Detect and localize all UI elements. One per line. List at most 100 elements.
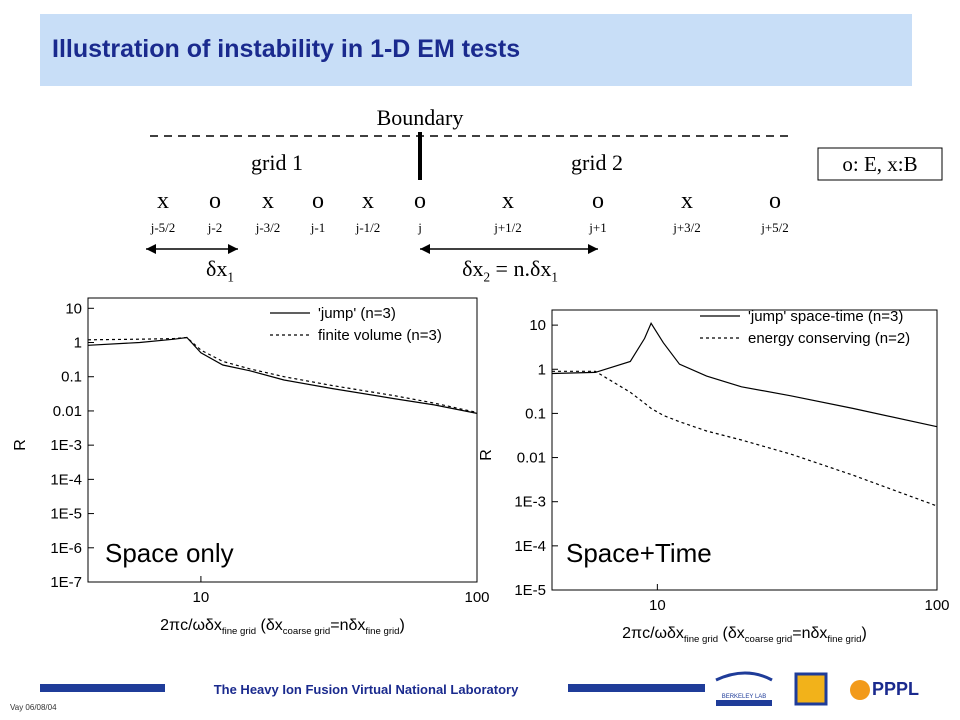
y-tick-label: 1: [538, 361, 546, 378]
text-part: 2πc/ωδx: [622, 625, 684, 642]
grid-symbol: x: [502, 188, 514, 214]
y-tick-label: 10: [529, 317, 546, 334]
y-tick-label: 1E-3: [514, 494, 546, 511]
series-line: [551, 322, 938, 428]
grid-label: grid 1: [251, 150, 303, 175]
y-tick-label: 0.01: [517, 450, 546, 467]
series-line: [552, 370, 938, 507]
legend-text: o: E, x:B: [842, 152, 917, 176]
text-part: δx: [206, 256, 227, 281]
grid-label: grid 2: [571, 150, 623, 175]
grid-index: j-1: [310, 220, 325, 235]
logo-base: [716, 700, 772, 706]
subscript: coarse grid: [745, 634, 792, 645]
text-part: = n.δx: [490, 256, 551, 281]
text-part: =nδx: [330, 617, 365, 634]
plot-frame: [551, 309, 938, 591]
grid-symbol: o: [592, 188, 604, 214]
text-part: =nδx: [792, 625, 827, 642]
grid-symbol: o: [414, 188, 426, 214]
chart: 10 1 0.1 0.01 1E-3 1E-4 1E-5 1E-6 1E-7 10 100 R 2πc/…: [12, 297, 490, 637]
grid-index: j+1/2: [493, 220, 522, 235]
logo-square: [794, 672, 828, 706]
x-axis-label: 2πc/ωδxfine grid (δxcoarse grid=nδxfine …: [622, 625, 867, 645]
subscript: fine grid: [222, 626, 256, 637]
legend-label: energy conserving (n=2): [748, 330, 910, 347]
grid-symbol: x: [262, 188, 274, 214]
text-part: (δx: [718, 625, 745, 642]
subscript: fine grid: [684, 634, 718, 645]
logo-arc: [715, 671, 773, 682]
boundary-label: Boundary: [377, 105, 464, 130]
legend-box: [817, 147, 943, 181]
x-axis-label: 2πc/ωδxfine grid (δxcoarse grid=nδxfine …: [160, 617, 405, 637]
footer-bar: [568, 684, 705, 692]
grid-index: j+1: [588, 220, 606, 235]
x-tick-label: 100: [464, 589, 489, 606]
y-tick-label: 0.1: [61, 369, 82, 386]
text-part: (δx: [256, 617, 283, 634]
series-line: [87, 336, 478, 414]
grid-index: j+3/2: [672, 220, 701, 235]
y-tick-label: 1E-5: [50, 506, 82, 523]
date: Vay 06/08/04: [10, 703, 57, 712]
subscript: 2: [483, 270, 490, 285]
subscript: fine grid: [365, 626, 399, 637]
subscript: fine grid: [827, 634, 861, 645]
grid-symbol: o: [209, 188, 221, 214]
subscript: 1: [227, 270, 234, 285]
y-tick-label: 1E-4: [50, 471, 82, 488]
x-tick-label: 100: [924, 597, 949, 614]
y-tick-label: 10: [65, 300, 82, 317]
spacing-label: δx1: [206, 256, 234, 285]
subscript: coarse grid: [283, 626, 330, 637]
footer: The Heavy Ion Fusion Virtual National La…: [10, 671, 919, 712]
y-tick-label: 1E-7: [50, 574, 82, 591]
grid-index: j-1/2: [355, 220, 381, 235]
logo-text: BERKELEY LAB: [722, 694, 767, 700]
annotation: Space only: [105, 538, 234, 568]
grid-symbol: x: [681, 188, 693, 214]
arrow-head: [146, 244, 238, 254]
text-part: ): [400, 617, 405, 634]
x-tick-label: 10: [193, 589, 210, 606]
grid-symbol: o: [312, 188, 324, 214]
grid-index: j+5/2: [760, 220, 789, 235]
legend-label: 'jump' (n=3): [318, 305, 396, 322]
x-tick-label: 10: [649, 597, 666, 614]
grid-index: j-5/2: [150, 220, 176, 235]
logo-sun: [850, 680, 870, 700]
text-part: ): [862, 625, 867, 642]
text-part: 2πc/ωδx: [160, 617, 222, 634]
y-tick-label: 1E-3: [50, 437, 82, 454]
plot-frame: [87, 297, 478, 583]
grid-index: j-3/2: [255, 220, 281, 235]
text-part: δx: [462, 256, 483, 281]
y-tick-label: 1E-6: [50, 540, 82, 557]
subscript: 1: [551, 270, 558, 285]
footer-bar: [40, 684, 165, 692]
grid-symbol: x: [157, 188, 169, 214]
title-band: [40, 14, 912, 86]
y-tick-label: 1: [74, 335, 82, 352]
legend-label: finite volume (n=3): [318, 327, 442, 344]
grid-symbol: o: [769, 188, 781, 214]
legend-label: 'jump' space-time (n=3): [748, 308, 903, 325]
y-tick-label: 0.1: [525, 405, 546, 422]
grid-index: j: [417, 220, 422, 235]
logo-text: PPPL: [872, 679, 919, 699]
y-axis-label: R: [12, 439, 29, 451]
diagram: Boundary grid 1 grid 2 o: E, x:B δx1 δx2…: [146, 105, 943, 285]
grid-index: j-2: [207, 220, 222, 235]
y-axis-label: R: [478, 449, 495, 461]
grid-symbol: x: [362, 188, 374, 214]
spacing-label: δx2 = n.δx1: [462, 256, 558, 285]
y-tick-label: 1E-4: [514, 538, 546, 555]
annotation: Space+Time: [566, 538, 712, 568]
series-line: [87, 336, 478, 414]
y-tick-label: 1E-5: [514, 582, 546, 599]
slide-title: Illustration of instability in 1-D EM te…: [52, 35, 520, 63]
lab-name: The Heavy Ion Fusion Virtual National La…: [214, 682, 519, 697]
